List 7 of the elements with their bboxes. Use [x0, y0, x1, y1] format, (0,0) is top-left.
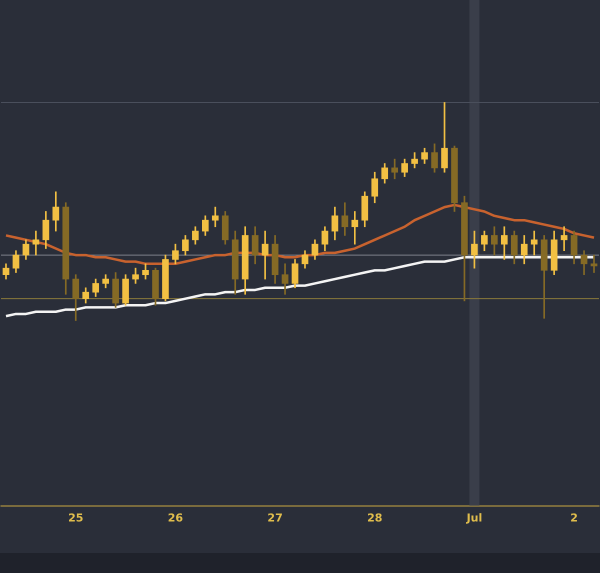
candlestick	[590, 254, 598, 273]
x-tick-label: 28	[367, 511, 382, 524]
x-tick-label: 27	[267, 511, 283, 524]
x-tick-label: 2	[570, 511, 578, 524]
x-tick-label: 26	[168, 511, 184, 524]
x-tick-label: Jul	[466, 511, 482, 524]
x-tick-label: 25	[68, 511, 84, 524]
